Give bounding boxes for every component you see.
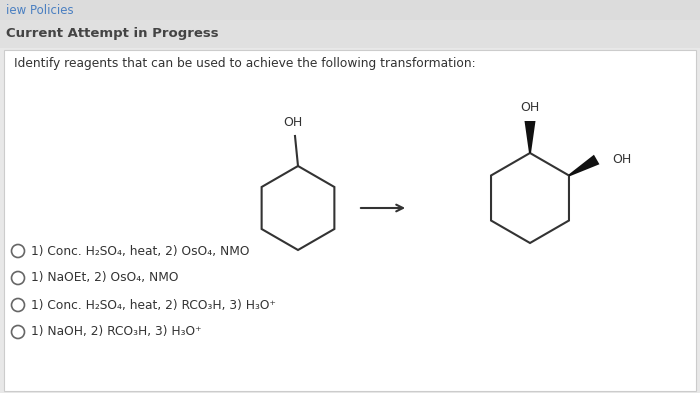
Polygon shape (524, 121, 536, 153)
Text: OH: OH (612, 153, 632, 166)
Text: Current Attempt in Progress: Current Attempt in Progress (6, 28, 218, 40)
Text: OH: OH (284, 116, 302, 129)
Text: Identify reagents that can be used to achieve the following transformation:: Identify reagents that can be used to ac… (14, 57, 475, 70)
Text: 1) Conc. H₂SO₄, heat, 2) OsO₄, NMO: 1) Conc. H₂SO₄, heat, 2) OsO₄, NMO (31, 244, 249, 257)
Text: iew Policies: iew Policies (6, 4, 74, 17)
Polygon shape (568, 155, 599, 176)
Text: 1) Conc. H₂SO₄, heat, 2) RCO₃H, 3) H₃O⁺: 1) Conc. H₂SO₄, heat, 2) RCO₃H, 3) H₃O⁺ (31, 299, 276, 312)
Bar (0, 20, 700, 48)
Text: 1) NaOH, 2) RCO₃H, 3) H₃O⁺: 1) NaOH, 2) RCO₃H, 3) H₃O⁺ (31, 325, 202, 338)
Bar (0, 0, 700, 20)
Text: OH: OH (520, 101, 540, 114)
Text: 1) NaOEt, 2) OsO₄, NMO: 1) NaOEt, 2) OsO₄, NMO (31, 272, 178, 285)
Bar (4, 50, 696, 391)
